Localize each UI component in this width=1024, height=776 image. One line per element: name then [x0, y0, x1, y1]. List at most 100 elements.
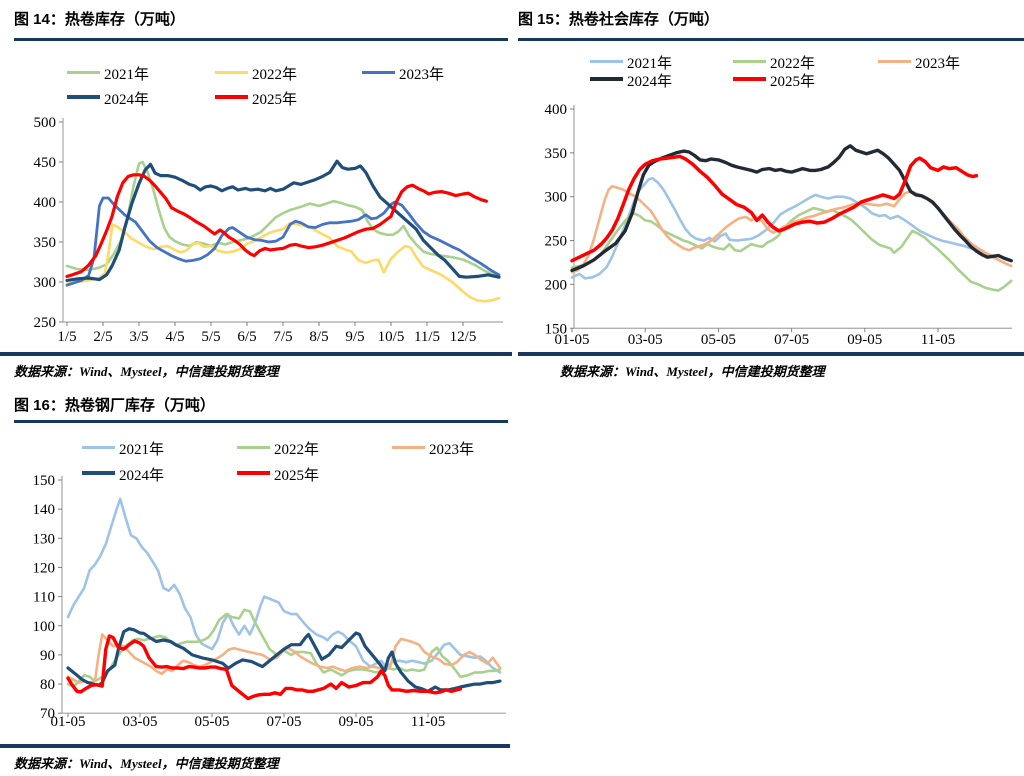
legend-item-2022年: 2022年 [215, 63, 297, 83]
y-tick-label: 90 [40, 648, 55, 664]
legend-item-2024年: 2024年 [82, 464, 164, 484]
x-tick-label: 07-05 [774, 332, 809, 348]
legend-item-2025年: 2025年 [237, 464, 319, 484]
x-tick-label: 2/5 [93, 329, 112, 345]
y-tick-label: 150 [545, 321, 568, 337]
legend-label: 2021年 [627, 56, 673, 72]
legend-line-swatch [392, 445, 425, 449]
figure-14-title-underline [14, 38, 508, 41]
legend-line-swatch [733, 77, 766, 81]
legend-line-swatch [590, 77, 623, 81]
legend-item-2024年: 2024年 [590, 70, 672, 90]
legend-line-swatch [237, 471, 270, 475]
figure-14-hot-coil-inventory: 图 14：热卷库存（万吨） 2021年 2022年 2023年 2024年 2025年 … [0, 0, 512, 385]
legend-label: 2022年 [770, 56, 816, 72]
figure-14-source: 数据来源：Wind、Mysteel，中信建投期货整理 [14, 364, 279, 379]
x-tick-label: 05-05 [195, 714, 230, 730]
x-tick-label: 03-05 [628, 332, 663, 348]
series-line-2022年 [570, 206, 1013, 292]
series-line-2022年 [65, 221, 501, 303]
y-tick-label: 250 [545, 234, 568, 250]
legend-label: 2022年 [274, 442, 320, 458]
legend-label: 2024年 [119, 468, 165, 484]
legend-line-swatch [237, 445, 270, 449]
y-tick-label: 140 [33, 502, 56, 518]
y-tick-label: 70 [40, 706, 55, 722]
x-tick-label: 8/5 [309, 329, 328, 345]
x-tick-label: 09-05 [847, 332, 882, 348]
legend-item-2021年: 2021年 [67, 63, 149, 83]
figure-16-title: 图 16：热卷钢厂库存（万吨） [14, 397, 215, 414]
legend-line-swatch [82, 445, 115, 449]
legend-item-2022年: 2022年 [733, 52, 815, 72]
legend-item-2023年: 2023年 [362, 63, 444, 83]
series-line-2024年 [66, 627, 502, 693]
legend-item-2021年: 2021年 [82, 438, 164, 458]
figure-16-hot-coil-mill-inventory: 图 16：热卷钢厂库存（万吨） 2021年 2022年 2023年 2024年 2025… [0, 385, 512, 776]
legend-label: 2024年 [627, 74, 673, 90]
y-tick-label: 350 [545, 146, 568, 162]
series-line-2021年 [570, 177, 1013, 280]
x-tick-label: 4/5 [165, 329, 184, 345]
x-tick-label: 11-05 [921, 332, 955, 348]
x-tick-label: 10/5 [378, 329, 405, 345]
legend-line-swatch [67, 70, 100, 74]
x-tick-label: 7/5 [273, 329, 292, 345]
legend-label: 2021年 [104, 67, 150, 83]
series-line-2024年 [65, 159, 501, 282]
y-tick-label: 450 [34, 155, 57, 171]
series-line-2021年 [66, 497, 502, 674]
legend-item-2024年: 2024年 [67, 88, 149, 108]
series-line-2021年 [65, 160, 501, 277]
legend-label: 2025年 [252, 92, 298, 108]
x-tick-label: 11-05 [411, 714, 445, 730]
legend-label: 2023年 [429, 442, 475, 458]
figure-14-bottom-divider [0, 352, 512, 356]
legend-line-swatch [733, 59, 766, 63]
y-tick-label: 250 [34, 315, 57, 331]
legend-item-2023年: 2023年 [878, 52, 960, 72]
figure-15-title-underline [518, 38, 1024, 41]
y-tick-label: 350 [34, 235, 57, 251]
legend-line-swatch [67, 95, 100, 99]
x-tick-label: 05-05 [701, 332, 736, 348]
y-tick-label: 400 [34, 195, 57, 211]
legend-item-2021年: 2021年 [590, 52, 672, 72]
x-tick-label: 07-05 [267, 714, 302, 730]
legend-line-swatch [215, 70, 248, 74]
series-line-2025年 [66, 634, 463, 701]
legend-line-swatch [215, 95, 248, 99]
legend-label: 2023年 [915, 56, 961, 72]
legend-label: 2025年 [274, 468, 320, 484]
legend-label: 2022年 [252, 67, 298, 83]
y-tick-label: 300 [545, 190, 568, 206]
legend-item-2023年: 2023年 [392, 438, 474, 458]
x-tick-label: 3/5 [129, 329, 148, 345]
series-line-2023年 [65, 196, 501, 287]
figure-16-source: 数据来源：Wind、Mysteel，中信建投期货整理 [14, 756, 279, 771]
legend-item-2025年: 2025年 [215, 88, 297, 108]
series-line-2025年 [65, 173, 488, 278]
x-tick-label: 09-05 [339, 714, 374, 730]
figure-16-bottom-divider [0, 744, 510, 748]
x-tick-label: 01-05 [51, 714, 86, 730]
legend-label: 2021年 [119, 442, 165, 458]
legend-line-swatch [590, 59, 623, 63]
y-tick-label: 400 [545, 102, 568, 118]
y-tick-label: 120 [33, 560, 56, 576]
legend-line-swatch [878, 59, 911, 63]
x-tick-label: 9/5 [345, 329, 364, 345]
figure-16-title-underline [14, 420, 508, 423]
figure-15-hot-coil-social-inventory: 图 15：热卷社会库存（万吨） 2021年 2022年 2023年 2024年 2025… [512, 0, 1024, 385]
y-tick-label: 200 [545, 277, 568, 293]
y-tick-label: 80 [40, 677, 55, 693]
legend-label: 2024年 [104, 92, 150, 108]
y-tick-label: 100 [33, 619, 56, 635]
legend-label: 2025年 [770, 74, 816, 90]
y-tick-label: 150 [33, 473, 56, 489]
series-line-2025年 [570, 154, 979, 263]
x-tick-label: 5/5 [201, 329, 220, 345]
